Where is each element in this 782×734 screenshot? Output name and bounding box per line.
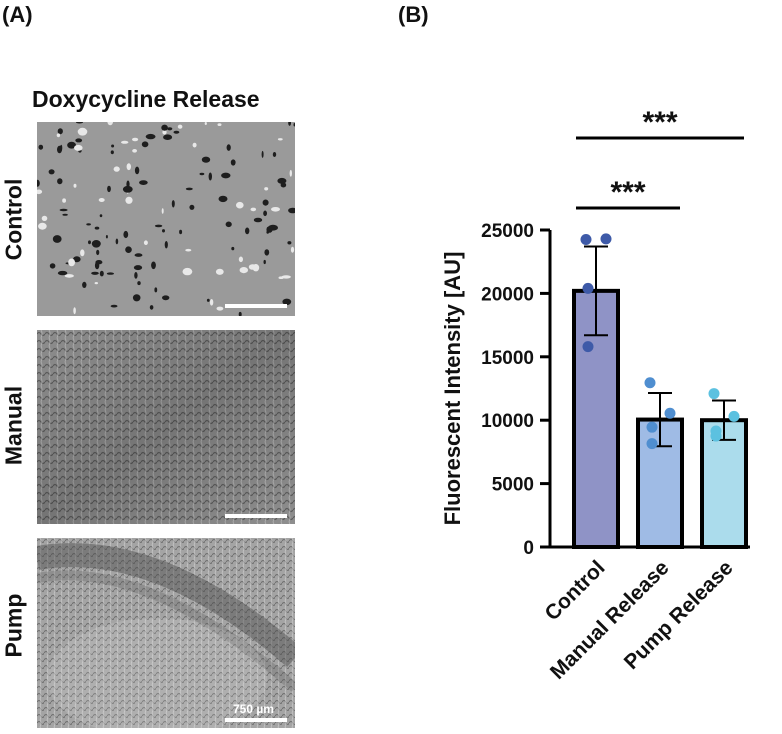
y-tick-label-4: 20000 [481, 284, 534, 305]
scale-bar-pump [225, 718, 287, 722]
y-axis-label: Fluorescent Intensity [AU] [440, 252, 465, 526]
panel-b-label: (B) [398, 2, 429, 27]
y-tick-label-0: 0 [523, 538, 534, 559]
data-point-1-1 [664, 407, 676, 419]
data-point-1-3 [646, 438, 658, 450]
micrograph-panel-title: Doxycycline Release [32, 86, 260, 112]
scale-bar-manual [225, 514, 287, 518]
x-tick-label-2: Pump Release [620, 556, 738, 674]
y-tick-label-1: 5000 [492, 475, 534, 496]
bar-chart: 0 5000 10000 15000 20000 25000 Fluorescent Int… [440, 106, 750, 684]
micrograph-manual [37, 330, 295, 524]
scale-bar-label: 750 µm [233, 702, 274, 716]
data-point-0-0 [580, 234, 592, 246]
data-point-2-3 [710, 430, 722, 442]
data-point-0-2 [582, 282, 594, 294]
panel-a-label: (A) [2, 2, 33, 27]
micrograph-manual-image [37, 330, 295, 524]
significance-label-1: *** [642, 106, 677, 139]
bar-2 [700, 418, 748, 550]
row-label-manual: Manual [0, 385, 27, 466]
micrograph-pump: 750 µm [37, 538, 295, 728]
scale-bar-control [225, 304, 287, 308]
data-point-0-1 [600, 233, 612, 245]
significance-label-0: *** [610, 176, 645, 209]
data-point-2-1 [728, 410, 740, 422]
micrograph-control-image [37, 122, 295, 316]
data-point-0-3 [582, 341, 594, 353]
data-point-1-2 [646, 421, 658, 433]
row-label-pump: Pump [0, 593, 27, 658]
micrograph-pump-image [37, 538, 295, 728]
data-point-1-0 [644, 377, 656, 389]
row-label-control: Control [0, 178, 27, 261]
y-tick-label-5: 25000 [481, 221, 534, 242]
x-tick-label-1: Manual Release [546, 556, 674, 684]
data-point-2-0 [708, 388, 720, 400]
micrograph-control [37, 122, 295, 316]
y-tick-label-3: 15000 [481, 348, 534, 369]
y-tick-label-2: 10000 [481, 411, 534, 432]
